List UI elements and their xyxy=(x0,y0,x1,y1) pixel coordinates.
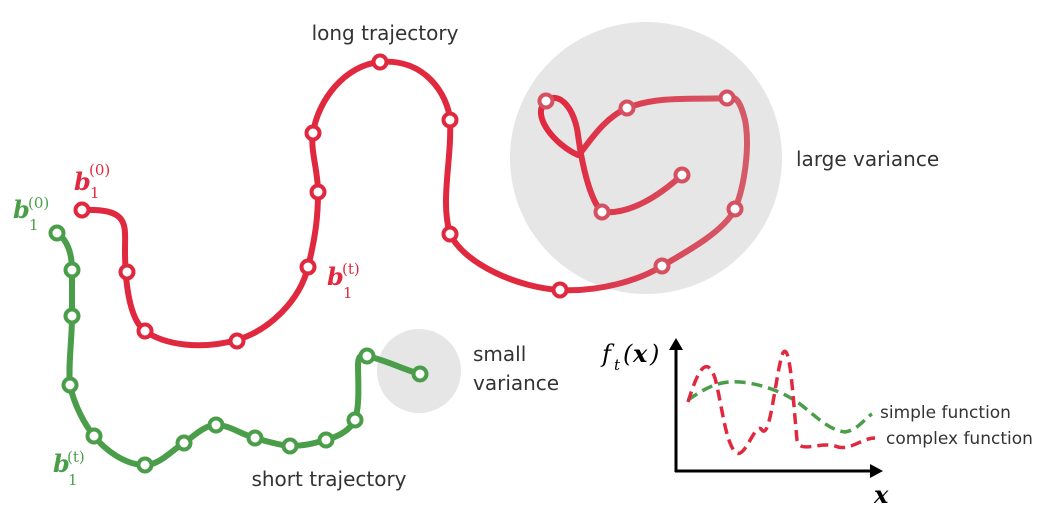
simple-function-curve xyxy=(686,379,873,434)
short-trajectory-markers xyxy=(48,224,429,474)
large-variance-label: large variance xyxy=(796,147,939,171)
subscript-1: 1 xyxy=(29,216,39,234)
trajectory-marker xyxy=(63,261,81,279)
trajectory-marker xyxy=(309,183,327,201)
trajectory-marker xyxy=(304,124,322,142)
superscript-0: (0) xyxy=(28,194,49,212)
trajectory-marker xyxy=(61,376,79,394)
trajectory-marker xyxy=(63,307,81,325)
large-variance-region xyxy=(510,22,782,294)
f-subscript-t: t xyxy=(614,356,621,374)
small-variance-label-line1: small xyxy=(473,342,526,366)
long-trajectory-path xyxy=(79,58,750,349)
long-trajectory-label: long trajectory xyxy=(312,21,459,45)
superscript-t: (t) xyxy=(67,448,85,466)
trajectory-marker xyxy=(48,224,66,242)
subscript-1: 1 xyxy=(343,284,353,302)
complex-function-curve xyxy=(686,349,876,456)
simple-function-label: simple function xyxy=(880,403,1011,423)
small-variance-label-line2: variance xyxy=(473,371,559,395)
function-inset: simple function complex function f t ( x… xyxy=(600,338,1033,509)
superscript-t: (t) xyxy=(342,260,360,278)
b-symbol: b xyxy=(13,195,30,224)
trajectory-marker xyxy=(73,201,91,219)
trajectory-marker xyxy=(175,434,193,452)
subscript-1: 1 xyxy=(90,184,100,202)
b-symbol: b xyxy=(53,449,70,478)
trajectory-marker xyxy=(118,263,136,281)
short-trajectory-label: short trajectory xyxy=(251,467,406,491)
svg-text:b: b xyxy=(74,167,91,196)
trajectory-marker xyxy=(593,203,611,221)
trajectory-marker xyxy=(358,347,376,365)
green-start-label: b 1 (0) xyxy=(13,194,49,234)
b-symbol: b xyxy=(327,262,344,291)
y-axis-arrowhead xyxy=(669,338,683,350)
trajectory-marker xyxy=(537,92,555,110)
trajectory-marker xyxy=(411,365,429,383)
function-axis-label: f t ( x ) xyxy=(600,339,659,374)
trajectory-marker xyxy=(299,258,317,276)
subscript-1: 1 xyxy=(68,471,78,489)
trajectory-marker xyxy=(441,225,459,243)
trajectory-marker xyxy=(441,111,459,129)
trajectory-marker xyxy=(228,332,246,350)
trajectory-marker xyxy=(317,431,335,449)
x-axis-label: x xyxy=(873,480,889,509)
trajectory-marker xyxy=(551,281,569,299)
x-axis-arrowhead xyxy=(870,464,883,478)
red-current-label: b 1 (t) xyxy=(327,260,360,302)
f-paren-close: ) xyxy=(649,340,659,368)
long-trajectory-markers xyxy=(73,53,744,350)
trajectory-marker xyxy=(726,200,744,218)
trajectory-marker xyxy=(281,437,299,455)
trajectory-marker xyxy=(346,411,364,429)
trajectory-marker xyxy=(618,99,636,117)
trajectory-marker xyxy=(718,89,736,107)
f-arg-x: x xyxy=(632,339,648,368)
trajectory-marker xyxy=(673,166,691,184)
f-paren-open: ( xyxy=(623,340,633,368)
trajectory-marker xyxy=(136,456,154,474)
trajectory-marker xyxy=(85,427,103,445)
trajectory-marker xyxy=(653,257,671,275)
trajectory-marker xyxy=(246,429,264,447)
red-start-label: b 1 (0) xyxy=(74,161,110,202)
superscript-0: (0) xyxy=(89,161,110,179)
f-symbol: f xyxy=(600,340,615,368)
b-symbol: b xyxy=(74,167,91,196)
trajectory-marker xyxy=(136,322,154,340)
trajectory-marker xyxy=(207,416,225,434)
green-current-label: b 1 (t) xyxy=(53,448,85,489)
trajectory-marker xyxy=(371,53,389,71)
complex-function-label: complex function xyxy=(886,429,1033,449)
